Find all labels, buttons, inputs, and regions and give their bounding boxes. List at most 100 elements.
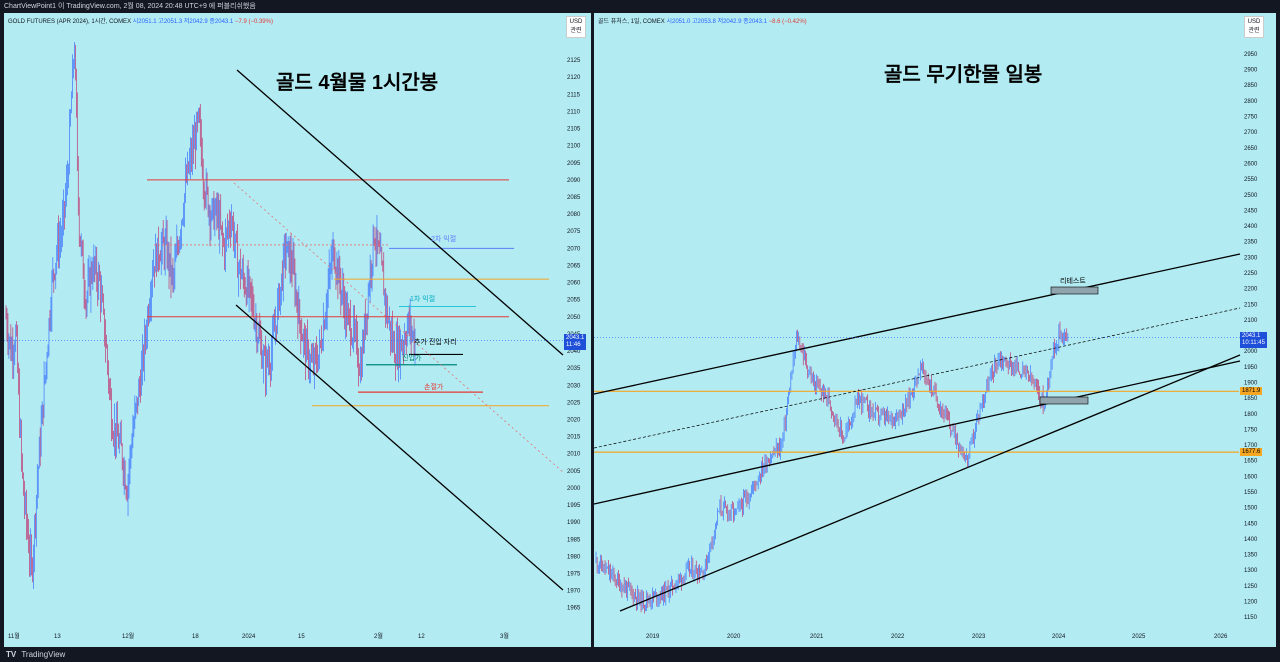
y-tick-label: 1700 (1244, 443, 1258, 449)
y-tick-label: 2035 (567, 366, 581, 372)
y-tick-label: 2200 (1244, 287, 1258, 293)
y-tick-label: 2070 (567, 246, 581, 252)
upper-trend-line (594, 253, 1241, 395)
right-level2-tag: 1677.6 (1240, 448, 1263, 457)
x-tick-label: 2023 (972, 634, 986, 640)
y-tick-label: 1250 (1244, 584, 1258, 590)
tp2-label: 2차 익절 (431, 236, 457, 243)
y-tick-label: 2050 (567, 315, 581, 321)
left-current-price-tag: 2043.1 11:46 (564, 334, 587, 351)
x-tick-label: 11월 (8, 632, 20, 640)
y-tick-label: 1650 (1244, 459, 1258, 465)
left-heading: 골드 4월물 1시간봉 (276, 72, 439, 94)
entry-label: 진입가 (402, 355, 422, 362)
x-tick-label: 2024 (242, 634, 256, 640)
y-tick-label: 2125 (567, 58, 581, 64)
y-tick-label: 2030 (567, 383, 581, 389)
y-tick-label: 2250 (1244, 271, 1258, 277)
y-tick-label: 1150 (1244, 615, 1258, 621)
left-legend-close: 종2043.1 (209, 19, 234, 25)
y-tick-label: 2055 (567, 298, 581, 304)
left-currency: USD (569, 19, 583, 25)
y-tick-label: 1300 (1244, 568, 1258, 574)
y-tick-label: 2015 (567, 435, 581, 441)
y-tick-label: 2850 (1244, 83, 1258, 89)
y-tick-label: 1200 (1244, 600, 1258, 606)
x-tick-label: 2022 (891, 634, 905, 640)
y-tick-label: 2600 (1244, 161, 1258, 167)
y-tick-label: 1800 (1244, 412, 1258, 418)
y-tick-label: 2800 (1244, 99, 1258, 105)
right-chart-pane[interactable]: 1150 1200 1250 1300 1350 1400 1450 1500 1550 1600… (594, 13, 1276, 647)
y-tick-label: 1980 (567, 554, 581, 560)
left-current-price: 2043.1 (566, 335, 585, 342)
right-legend-symbol: 골드 퓨처스, 1일, COMEX (598, 19, 665, 25)
right-currency: USD (1247, 19, 1261, 25)
x-tick-label: 18 (192, 634, 199, 640)
x-tick-label: 13 (54, 634, 61, 640)
left-chart-svg[interactable]: 1965 1970 1975 1980 1985 1990 1995 2000 2005 2010… (4, 13, 591, 647)
y-tick-label: 2100 (567, 144, 581, 150)
y-tick-label: 2025 (567, 400, 581, 406)
y-tick-label: 1965 (567, 606, 581, 612)
left-legend-change: −7.9 (−0.39%) (234, 19, 273, 25)
y-tick-label: 1400 (1244, 537, 1258, 543)
footer-bar: TV TradingView (0, 647, 1280, 662)
right-chart-svg[interactable]: 1150 1200 1250 1300 1350 1400 1450 1500 1550 1600… (594, 13, 1276, 647)
left-chart-pane[interactable]: 1965 1970 1975 1980 1985 1990 1995 2000 2005 2010… (4, 13, 591, 647)
y-tick-label: 2090 (567, 178, 581, 184)
x-tick-label: 12월 (122, 632, 134, 640)
right-currency-button[interactable]: USD 관련 (1244, 16, 1264, 38)
y-tick-label: 1970 (567, 589, 581, 595)
mid-dashed-line (594, 307, 1241, 449)
y-tick-label: 2085 (567, 195, 581, 201)
stop-label: 손절가 (424, 384, 444, 391)
y-tick-label: 2105 (567, 127, 581, 133)
x-tick-label: 2월 (374, 632, 383, 640)
y-tick-label: 2075 (567, 229, 581, 235)
header-bar: ChartViewPoint1 이 TradingView.com, 2월 08… (0, 0, 1280, 13)
y-tick-label: 2080 (567, 212, 581, 218)
y-tick-label: 2095 (567, 161, 581, 167)
x-tick-label: 2020 (727, 634, 741, 640)
y-tick-label: 1990 (567, 520, 581, 526)
y-tick-label: 2000 (1244, 349, 1258, 355)
x-tick-label: 2019 (646, 634, 660, 640)
left-legend-low: 저2042.9 (183, 19, 208, 25)
y-tick-label: 2150 (1244, 302, 1258, 308)
y-tick-label: 2400 (1244, 224, 1258, 230)
y-tick-label: 1995 (567, 503, 581, 509)
y-tick-label: 2000 (567, 486, 581, 492)
tradingview-logo-icon: TV (6, 650, 17, 659)
header-text: ChartViewPoint1 이 TradingView.com, 2월 08… (4, 3, 256, 10)
y-tick-label: 2110 (567, 109, 581, 115)
right-heading: 골드 무기한물 일봉 (884, 64, 1043, 86)
y-tick-label: 2040 (567, 349, 581, 355)
y-tick-label: 2750 (1244, 115, 1258, 121)
right-currency-sub: 관련 (1248, 28, 1260, 34)
left-legend-symbol: GOLD FUTURES (APR 2024), 1시간, COMEX (8, 19, 132, 25)
right-level1-tag: 1871.9 (1240, 387, 1263, 396)
y-tick-label: 2065 (567, 263, 581, 269)
y-tick-label: 2300 (1244, 255, 1258, 261)
x-tick-label: 2021 (810, 634, 824, 640)
y-tick-label: 1975 (567, 572, 581, 578)
channel-mid-line (233, 182, 565, 474)
y-tick-label: 2010 (567, 452, 581, 458)
left-legend: GOLD FUTURES (APR 2024), 1시간, COMEX 시205… (8, 16, 273, 25)
x-tick-label: 12 (418, 634, 425, 640)
y-tick-label: 2060 (567, 281, 581, 287)
y-tick-label: 1550 (1244, 490, 1258, 496)
left-currency-button[interactable]: USD 관련 (566, 16, 586, 38)
y-tick-label: 1600 (1244, 474, 1258, 480)
y-tick-label: 1900 (1244, 381, 1258, 387)
right-current-price: 2043.1 (1242, 332, 1261, 339)
x-tick-label: 2024 (1052, 634, 1066, 640)
y-tick-label: 2120 (567, 75, 581, 81)
y-tick-label: 2005 (567, 469, 581, 475)
right-legend-close: 종2043.1 (743, 19, 767, 25)
middle-trend-line (594, 360, 1241, 505)
y-tick-label: 2115 (567, 92, 581, 98)
x-tick-label: 3월 (500, 632, 509, 640)
y-tick-label: 1850 (1244, 396, 1258, 402)
